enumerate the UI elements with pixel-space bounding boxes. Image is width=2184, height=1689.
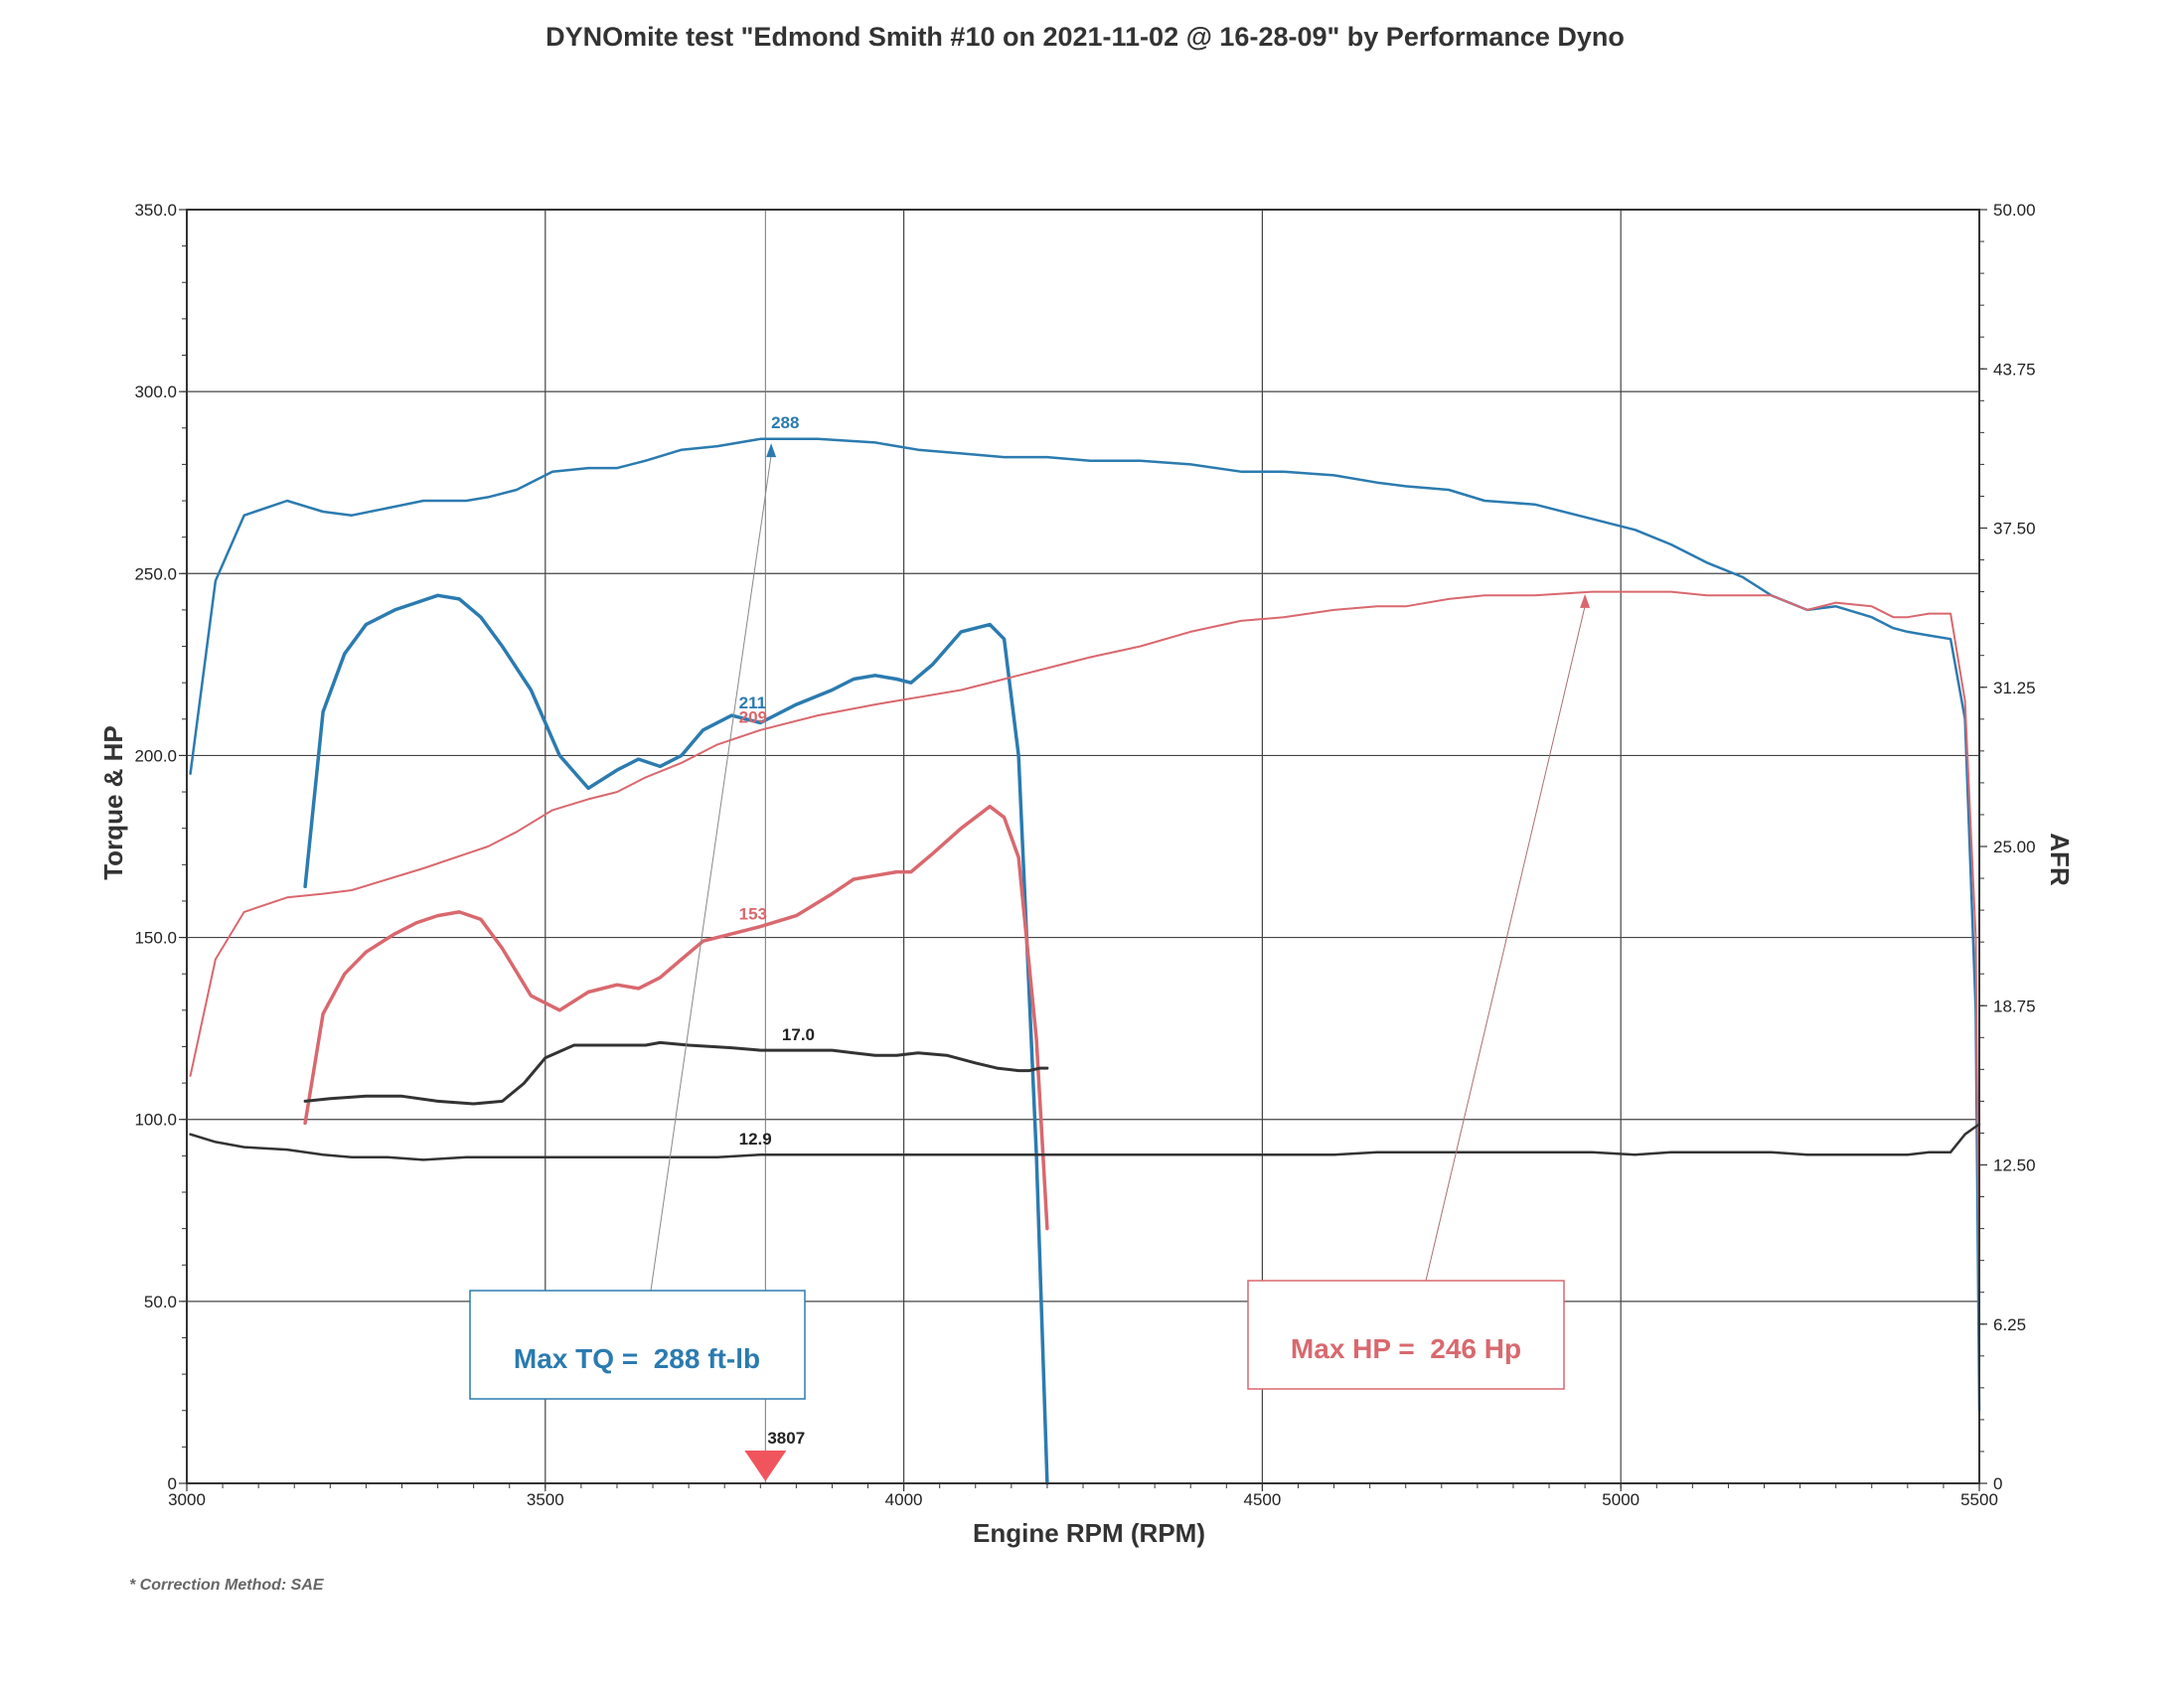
afr-curve [303,1040,1049,1106]
torque-curve [303,593,1049,1485]
y2-tick-label: 43.75 [1993,360,2036,379]
max-torque-label: Max TQ = 288 ft-lb [514,1343,760,1374]
torque-value-label: 211 [739,693,766,712]
x-tick-label: 3000 [168,1490,206,1509]
y-tick-label: 200.0 [134,746,177,765]
plot-frame [186,209,1980,1484]
y2-tick-label: 37.50 [1993,520,2036,538]
y-tick-label: 150.0 [134,929,177,948]
y2-tick-label: 25.00 [1993,838,2036,856]
y2-tick-label: 31.25 [1993,679,2036,697]
y-tick-label: 50.0 [144,1293,177,1311]
correction-footnote: * Correction Method: SAE [129,1577,325,1594]
chart-title: DYNOmite test "Edmond Smith #10 on 2021-… [546,22,1625,52]
y2-tick-label: 0 [1993,1474,2002,1493]
y-tick-label: 0 [168,1474,177,1493]
cursor-label: 3807 [767,1429,805,1448]
y2-tick-label: 50.00 [1993,201,2036,220]
max-torque-box: Max TQ = 288 ft-lb [469,1290,806,1400]
max-torque-box-frame [469,1290,806,1400]
y-tick-label: 100.0 [134,1111,177,1130]
max-hp-arrow [1580,593,1591,608]
hp-value-label: 209 [739,707,767,726]
y-tick-label: 350.0 [134,201,177,220]
x-tick-label: 3500 [527,1490,564,1509]
cursor-marker [744,1451,787,1481]
x-axis-label: Engine RPM (RPM) [973,1518,1205,1548]
max-hp-box: Max HP = 246 Hp [1247,1280,1565,1390]
annotation-leaders [650,443,1591,1292]
afr-curve [189,1123,1981,1161]
series-layer [189,437,1981,1485]
torque-curve [189,437,1981,1412]
x-tick-label: 4000 [885,1490,923,1509]
grid-lines [186,209,1980,1484]
max-hp-label: Max HP = 246 Hp [1291,1333,1521,1364]
axis-ticks: 3000 3500 4000 4500 5000 5500050.0100.0150.02… [134,201,2035,1509]
afr-value-label: 17.0 [782,1025,815,1044]
y-tick-label: 300.0 [134,383,177,401]
y2-tick-label: 12.50 [1993,1156,2036,1175]
hp-curve [189,590,1980,1303]
y2-axis-label: AFR [2045,833,2075,886]
max-torque-leader [650,455,772,1292]
y-tick-label: 250.0 [134,564,177,583]
y-axis-label: Torque & HP [98,725,128,880]
torque-value-label: 288 [771,413,799,432]
max-hp-box-frame [1247,1280,1565,1390]
max-torque-arrow [766,443,777,458]
x-tick-label: 4500 [1243,1490,1281,1509]
hp-value-label: 153 [739,904,767,923]
y2-tick-label: 6.25 [1993,1315,2026,1334]
hp-curve [303,804,1049,1231]
max-hp-leader [1425,605,1586,1282]
x-tick-label: 5500 [1960,1490,1998,1509]
x-tick-label: 5000 [1602,1490,1639,1509]
afr-value-label: 12.9 [739,1130,772,1149]
y2-tick-label: 18.75 [1993,997,2036,1015]
